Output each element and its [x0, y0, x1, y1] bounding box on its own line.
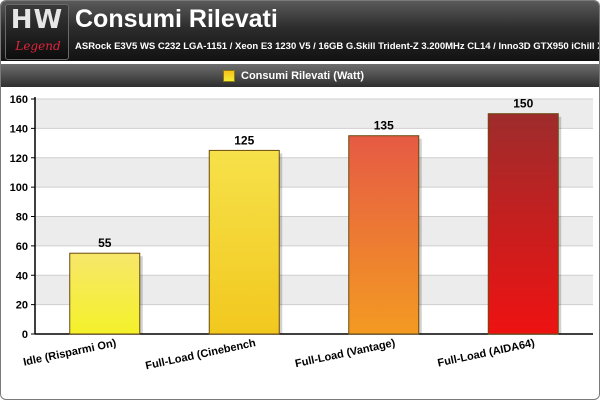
- chart-title: Consumi Rilevati: [75, 5, 278, 33]
- bar: [348, 135, 420, 335]
- bar-value-label: 125: [234, 133, 254, 147]
- x-tick-label: Full-Load (AIDA64): [437, 337, 537, 369]
- legend-item: Consumi Rilevati (Watt): [223, 68, 364, 83]
- y-tick-label: 100: [10, 182, 28, 194]
- x-tick-label: Idle (Risparmi On): [22, 337, 117, 369]
- y-tick-label: 140: [10, 123, 28, 135]
- y-tick-label: 20: [16, 300, 28, 312]
- y-tick-label: 0: [22, 329, 28, 341]
- bar-value-label: 150: [513, 97, 533, 111]
- y-tick-label: 160: [10, 94, 28, 106]
- y-tick-label: 40: [16, 270, 28, 282]
- y-tick-label: 80: [16, 212, 28, 224]
- bar-value-label: 55: [98, 236, 112, 250]
- y-tick-label: 60: [16, 241, 28, 253]
- legend-label: Consumi Rilevati (Watt): [241, 69, 365, 82]
- logo-mark: HW: [10, 5, 64, 35]
- bar: [69, 252, 141, 335]
- bar-chart: 0 20 40 60 80 100 120 140 160 55 Idle (Risparmi On…: [10, 94, 593, 372]
- x-tick-label: Full-Load (Cinebench: [144, 337, 257, 372]
- bar: [487, 113, 559, 335]
- y-tick-label: 120: [10, 153, 28, 165]
- bar: [208, 149, 280, 335]
- logo: HW Legend: [5, 4, 69, 60]
- logo-word: Legend: [15, 39, 61, 53]
- legend-swatch: [223, 69, 235, 82]
- legend-bar: Consumi Rilevati (Watt): [1, 64, 599, 87]
- header-banner: HW Legend Consumi Rilevati ASRock E3V5 W…: [1, 1, 599, 61]
- chart-subtitle: ASRock E3V5 WS C232 LGA-1151 / Xeon E3 1…: [75, 41, 600, 52]
- x-tick-label: Full-Load (Vantage): [294, 337, 397, 370]
- bar-value-label: 135: [374, 119, 394, 133]
